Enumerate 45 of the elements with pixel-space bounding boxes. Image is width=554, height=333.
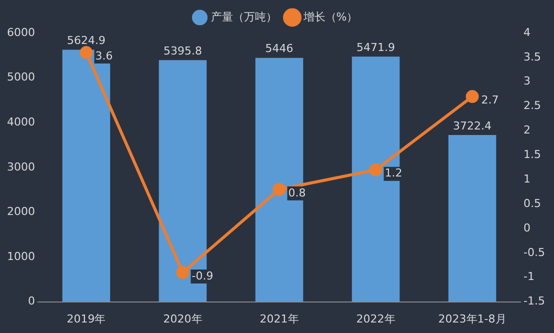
data-label: 5395.8 bbox=[164, 44, 202, 58]
point bbox=[369, 163, 382, 176]
y-tick-label: 0 bbox=[28, 294, 35, 308]
data-label: -0.9 bbox=[192, 269, 214, 282]
legend-label: 产量（万吨） bbox=[210, 10, 277, 24]
x-tick-label: 2022年 bbox=[356, 312, 396, 326]
data-label: 3.6 bbox=[95, 49, 113, 62]
bar bbox=[352, 56, 400, 302]
x-tick-label: 2020年 bbox=[163, 312, 202, 326]
bar bbox=[448, 135, 496, 302]
legend-label: 增长（%） bbox=[302, 10, 358, 24]
y2-tick-label: 3.5 bbox=[524, 50, 542, 64]
point bbox=[272, 182, 286, 196]
y2-tick-label: 1 bbox=[524, 172, 531, 186]
y2-tick-label: 2 bbox=[524, 124, 531, 137]
x-tick-label: 2023年1-8月 bbox=[438, 312, 506, 326]
x-tick-label: 2021年 bbox=[260, 312, 299, 326]
data-label: 2.7 bbox=[481, 93, 499, 106]
data-label: 5446 bbox=[265, 42, 294, 56]
y2-tick-label: 2.5 bbox=[524, 99, 542, 112]
y-tick-label: 3000 bbox=[6, 160, 35, 174]
point bbox=[176, 266, 190, 279]
y2-tick-label: 3 bbox=[524, 74, 531, 88]
data-label: 5471.9 bbox=[356, 41, 396, 54]
y-tick-label: 4000 bbox=[6, 115, 35, 128]
data-label: 0.8 bbox=[288, 186, 306, 200]
point bbox=[466, 90, 479, 104]
y2-tick-label: 0 bbox=[524, 221, 531, 234]
y-tick-label: 5000 bbox=[6, 70, 35, 84]
data-label: 3722.4 bbox=[453, 119, 492, 132]
y2-tick-label: 4 bbox=[524, 26, 531, 39]
y2-tick-label: -0.5 bbox=[524, 246, 546, 259]
y-tick-label: 1000 bbox=[6, 250, 35, 263]
bar bbox=[62, 50, 110, 302]
y2-tick-label: -1 bbox=[524, 270, 535, 284]
data-label: 5624.9 bbox=[67, 34, 106, 48]
y2-tick-label: 0.5 bbox=[524, 196, 542, 210]
bar bbox=[255, 58, 304, 302]
x-tick-label: 2019年 bbox=[66, 312, 106, 326]
data-label: 1.2 bbox=[384, 166, 402, 180]
y-tick-label: 2000 bbox=[6, 205, 35, 218]
y-tick-label: 6000 bbox=[6, 26, 35, 39]
y2-tick-label: 1.5 bbox=[524, 148, 542, 162]
point bbox=[80, 46, 93, 60]
y2-tick-label: -1.5 bbox=[524, 294, 546, 308]
